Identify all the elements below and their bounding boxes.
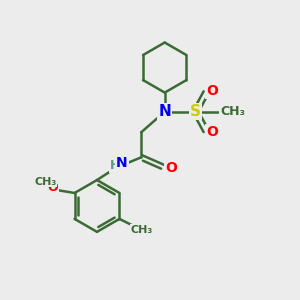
- Text: CH₃: CH₃: [220, 105, 245, 118]
- Text: O: O: [206, 125, 218, 139]
- Text: N: N: [116, 156, 128, 170]
- Text: O: O: [47, 182, 58, 194]
- Text: S: S: [190, 104, 201, 119]
- Text: O: O: [206, 84, 218, 98]
- Text: O: O: [165, 161, 177, 175]
- Text: H: H: [110, 159, 121, 172]
- Text: CH₃: CH₃: [34, 177, 57, 187]
- Text: CH₃: CH₃: [130, 225, 153, 235]
- Text: N: N: [158, 104, 171, 119]
- Text: methoxy: methoxy: [35, 179, 42, 180]
